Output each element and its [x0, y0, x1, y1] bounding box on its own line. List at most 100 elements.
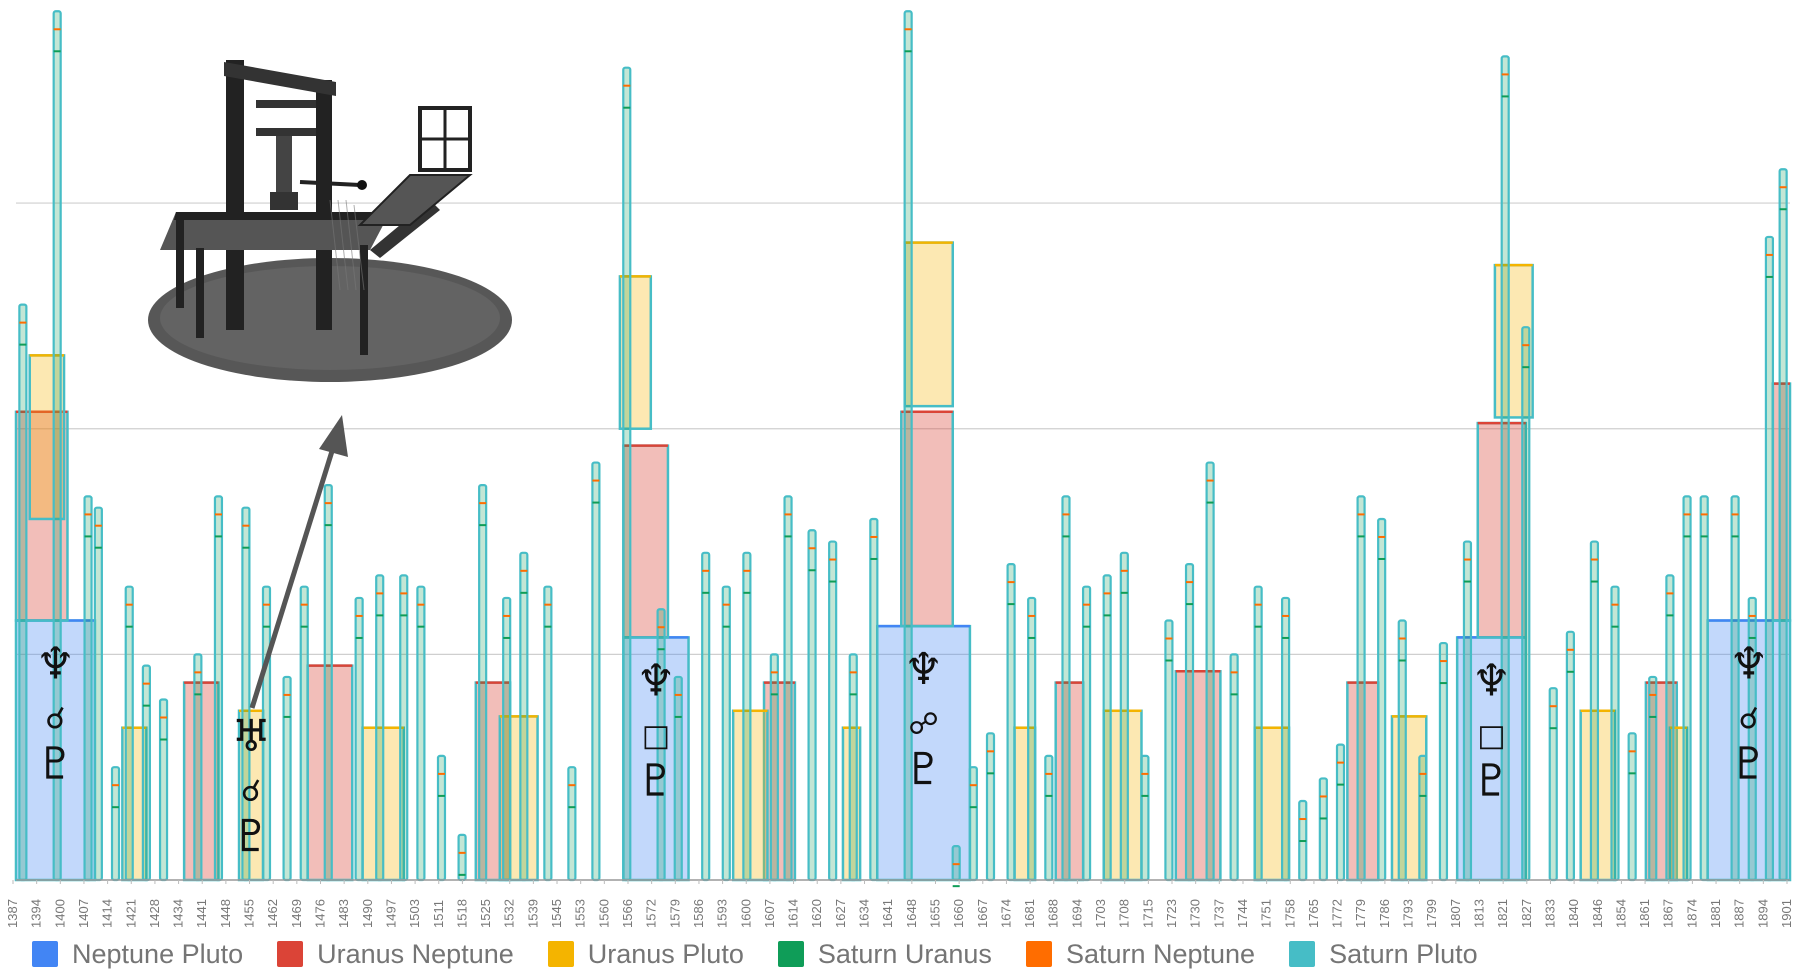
x-tick-label-39: 1655 — [927, 899, 942, 928]
saturn-spike-12 — [282, 675, 292, 882]
saturn-spike-70 — [1589, 540, 1600, 882]
x-tick-label-35: 1627 — [833, 899, 848, 928]
saturn-spike-37 — [848, 653, 858, 882]
saturn-spike-44 — [1027, 596, 1037, 882]
saturn-spike-69 — [1565, 630, 1575, 882]
x-tick-label-57: 1779 — [1353, 899, 1368, 928]
saturn-spike-21 — [478, 484, 488, 882]
saturn-spike-9 — [213, 495, 224, 882]
x-tick-label-7: 1434 — [171, 899, 186, 928]
x-tick-label-46: 1703 — [1093, 899, 1108, 928]
x-tick-label-63: 1821 — [1495, 899, 1510, 928]
saturn-spike-61 — [1377, 517, 1387, 882]
saturn-spike-52 — [1184, 563, 1195, 882]
x-tick-label-69: 1861 — [1637, 899, 1652, 928]
saturn-spike-25 — [567, 766, 577, 882]
x-tick-label-73: 1887 — [1732, 899, 1747, 928]
x-tick-label-47: 1708 — [1117, 899, 1132, 928]
saturn-spike-26 — [591, 461, 601, 882]
annotation-arrow — [249, 415, 348, 709]
x-tick-label-18: 1511 — [431, 900, 446, 928]
saturn-spike-62 — [1397, 619, 1407, 882]
saturn-spike-20 — [457, 833, 467, 882]
uranus-pluto-glyph-2-1: ☌ — [241, 774, 261, 809]
x-tick-label-62: 1813 — [1472, 899, 1487, 928]
x-tick-label-42: 1674 — [998, 899, 1013, 928]
x-tick-label-25: 1560 — [596, 899, 611, 928]
saturn-spike-16 — [375, 574, 385, 882]
neptune-pluto-glyph-1-0: ♆ — [636, 655, 675, 706]
x-tick-label-31: 1600 — [738, 899, 753, 928]
x-tick-label-19: 1518 — [454, 899, 469, 928]
neptune-pluto-glyph-0-1: ☌ — [45, 702, 65, 737]
saturn-spike-0 — [18, 303, 28, 882]
x-tick-label-40: 1660 — [951, 899, 966, 928]
saturn-spike-54 — [1229, 653, 1239, 882]
saturn-spike-46 — [1061, 495, 1071, 882]
x-tick-label-1: 1394 — [29, 899, 44, 928]
gridlines — [16, 202, 1790, 655]
x-tick-label-43: 1681 — [1022, 899, 1037, 928]
neptune-pluto-glyph-4-2: ♇ — [1729, 739, 1768, 790]
x-tick-label-41: 1667 — [975, 899, 990, 928]
saturn-spike-60 — [1356, 495, 1366, 882]
legend-label-3: Saturn Uranus — [817, 938, 992, 969]
x-tick-label-34: 1620 — [809, 899, 824, 928]
neptune-pluto-glyph-1-2: ♇ — [636, 755, 675, 806]
x-tick-label-3: 1407 — [76, 899, 91, 928]
saturn-spike-58 — [1318, 777, 1328, 882]
x-tick-label-8: 1441 — [194, 899, 209, 928]
x-tick-label-75: 1901 — [1779, 899, 1794, 928]
x-tick-label-12: 1469 — [289, 899, 304, 928]
x-tick-label-61: 1807 — [1448, 899, 1463, 928]
x-tick-label-11: 1462 — [265, 899, 280, 928]
x-tick-label-5: 1421 — [123, 899, 138, 928]
x-tick-label-66: 1840 — [1566, 899, 1581, 928]
x-tick-label-15: 1490 — [360, 899, 375, 928]
saturn-spike-14 — [323, 484, 333, 882]
x-tick-label-59: 1793 — [1401, 899, 1416, 928]
x-tick-label-13: 1476 — [312, 899, 327, 928]
x-tick-label-55: 1765 — [1306, 899, 1321, 928]
chart-legend: Neptune Pluto Uranus Neptune Uranus Pluto S… — [0, 934, 1794, 974]
legend-swatch-0 — [32, 941, 58, 967]
x-tick-label-44: 1688 — [1046, 899, 1061, 928]
x-tick-label-52: 1744 — [1235, 899, 1250, 928]
saturn-spike-76 — [1699, 495, 1709, 882]
saturn-spike-48 — [1102, 574, 1112, 882]
saturn-spike-34 — [783, 495, 793, 882]
x-tick-label-48: 1715 — [1140, 899, 1155, 928]
saturn-spike-4 — [110, 766, 121, 882]
saturn-spike-3 — [93, 506, 103, 882]
saturn-spike-71 — [1610, 585, 1620, 882]
saturn-spike-42 — [985, 732, 996, 882]
legend-swatch-3 — [777, 941, 804, 967]
x-tick-label-24: 1553 — [573, 899, 588, 928]
neptune-pluto-glyph-4-0: ♆ — [1729, 639, 1768, 690]
x-tick-label-4: 1414 — [100, 899, 115, 928]
saturn-spike-15 — [354, 596, 364, 882]
saturn-spike-31 — [721, 585, 731, 882]
x-tick-label-36: 1634 — [857, 899, 872, 928]
x-tick-label-10: 1455 — [242, 899, 257, 928]
saturn-spike-33 — [769, 653, 779, 882]
neptune-pluto-glyph-0-0: ♆ — [36, 639, 75, 690]
x-tick-label-17: 1503 — [407, 899, 422, 928]
x-tick-label-16: 1497 — [383, 899, 398, 928]
uranus-neptune-block-6 — [900, 410, 955, 628]
x-tick-label-29: 1586 — [691, 899, 706, 928]
saturn-spike-2 — [83, 495, 93, 882]
saturn-spike-35 — [807, 529, 817, 882]
x-tick-label-38: 1648 — [904, 899, 919, 928]
saturn-spike-56 — [1280, 596, 1291, 882]
legend-swatch-1 — [277, 941, 304, 967]
neptune-pluto-glyph-0-2: ♇ — [36, 739, 75, 790]
saturn-spike-68 — [1548, 687, 1558, 882]
saturn-spike-41 — [968, 766, 978, 882]
uranus-neptune-block-9 — [1346, 681, 1380, 882]
saturn-spike-75 — [1682, 495, 1692, 882]
saturn-spike-6 — [141, 664, 151, 882]
x-tick-label-50: 1730 — [1188, 899, 1203, 928]
saturn-spike-8 — [193, 653, 203, 882]
x-tick-label-6: 1428 — [147, 899, 162, 928]
